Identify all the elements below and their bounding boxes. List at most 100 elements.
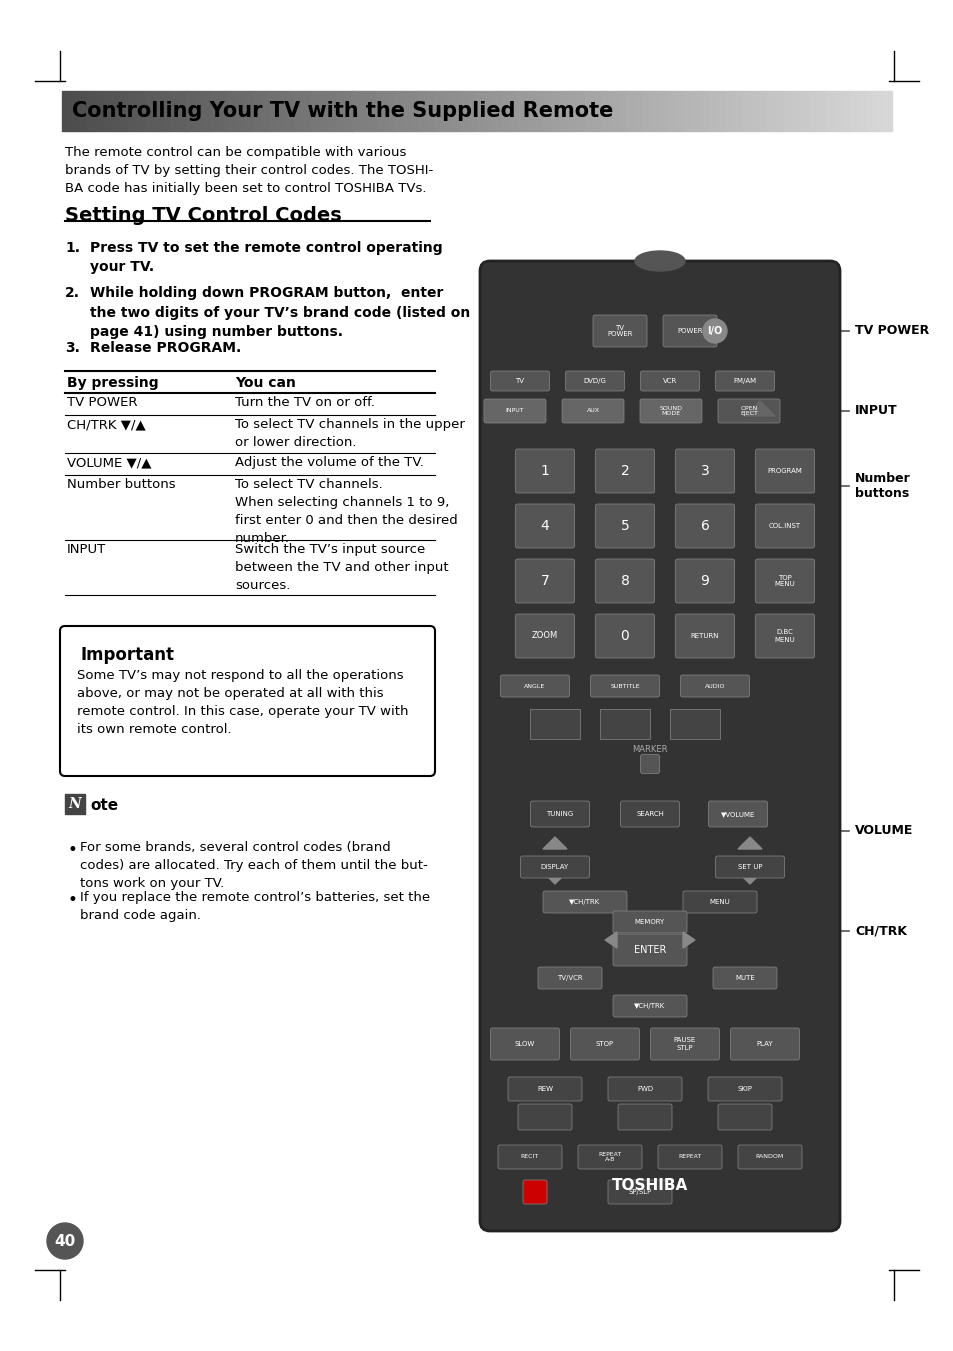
Bar xyxy=(535,91,543,131)
Bar xyxy=(294,91,302,131)
Text: 7: 7 xyxy=(540,574,549,588)
Bar xyxy=(269,91,277,131)
Text: For some brands, several control codes (brand
codes) are allocated. Try each of : For some brands, several control codes (… xyxy=(80,842,427,890)
Text: 8: 8 xyxy=(619,574,629,588)
FancyBboxPatch shape xyxy=(593,315,646,347)
Text: The remote control can be compatible with various
brands of TV by setting their : The remote control can be compatible wit… xyxy=(65,146,433,195)
FancyBboxPatch shape xyxy=(755,504,814,549)
Bar xyxy=(244,91,253,131)
Bar xyxy=(87,91,95,131)
FancyBboxPatch shape xyxy=(490,372,549,390)
Text: I/O: I/O xyxy=(706,326,721,336)
Bar xyxy=(460,91,468,131)
Bar xyxy=(319,91,327,131)
Text: FWD: FWD xyxy=(637,1086,653,1092)
Bar xyxy=(717,91,725,131)
Bar xyxy=(568,91,576,131)
Text: SLOW: SLOW xyxy=(515,1042,535,1047)
Text: COL.INST: COL.INST xyxy=(768,523,801,530)
FancyBboxPatch shape xyxy=(738,1146,801,1169)
FancyBboxPatch shape xyxy=(639,399,701,423)
Bar xyxy=(335,91,344,131)
Text: To select TV channels.
When selecting channels 1 to 9,
first enter 0 and then th: To select TV channels. When selecting ch… xyxy=(234,478,457,544)
Bar xyxy=(875,91,882,131)
FancyBboxPatch shape xyxy=(708,801,767,827)
Text: ote: ote xyxy=(90,798,118,813)
Text: Release PROGRAM.: Release PROGRAM. xyxy=(90,340,241,355)
Bar xyxy=(700,91,709,131)
Bar xyxy=(360,91,369,131)
Text: 1.: 1. xyxy=(65,240,80,255)
Bar xyxy=(882,91,891,131)
Text: 1: 1 xyxy=(540,463,549,478)
Text: RANDOM: RANDOM xyxy=(755,1155,783,1159)
Bar xyxy=(841,91,850,131)
FancyBboxPatch shape xyxy=(578,1146,641,1169)
Text: ▼CH/TRK: ▼CH/TRK xyxy=(634,1002,665,1009)
Text: DISPLAY: DISPLAY xyxy=(540,865,569,870)
Bar xyxy=(800,91,808,131)
Bar xyxy=(443,91,452,131)
FancyBboxPatch shape xyxy=(507,1077,581,1101)
Bar xyxy=(759,91,767,131)
Bar xyxy=(327,91,335,131)
Bar xyxy=(277,91,286,131)
Bar xyxy=(626,91,634,131)
Text: FM/AM: FM/AM xyxy=(733,378,756,384)
Bar xyxy=(476,91,485,131)
Text: 4: 4 xyxy=(540,519,549,534)
Text: N: N xyxy=(69,797,81,811)
Bar xyxy=(153,91,161,131)
Text: RETURN: RETURN xyxy=(690,634,719,639)
Bar xyxy=(394,91,402,131)
Text: INPUT: INPUT xyxy=(821,404,897,417)
Bar xyxy=(145,91,153,131)
FancyBboxPatch shape xyxy=(607,1077,681,1101)
FancyBboxPatch shape xyxy=(715,857,783,878)
Ellipse shape xyxy=(635,251,684,272)
FancyBboxPatch shape xyxy=(515,613,574,658)
FancyBboxPatch shape xyxy=(613,934,686,966)
Polygon shape xyxy=(738,838,761,848)
Bar xyxy=(212,91,219,131)
Bar xyxy=(78,91,87,131)
Bar xyxy=(435,91,443,131)
Circle shape xyxy=(702,319,726,343)
Text: While holding down PROGRAM button,  enter
the two digits of your TV’s brand code: While holding down PROGRAM button, enter… xyxy=(90,286,470,339)
Polygon shape xyxy=(604,932,617,948)
Text: 0: 0 xyxy=(620,630,629,643)
Text: SOUND
MODE: SOUND MODE xyxy=(659,405,681,416)
Text: Number buttons: Number buttons xyxy=(67,478,175,490)
Text: 2.: 2. xyxy=(65,286,80,300)
Text: Press TV to set the remote control operating
your TV.: Press TV to set the remote control opera… xyxy=(90,240,442,274)
Text: MENU: MENU xyxy=(709,898,730,905)
Text: POWER: POWER xyxy=(677,328,702,334)
FancyBboxPatch shape xyxy=(590,676,659,697)
FancyBboxPatch shape xyxy=(542,892,626,913)
FancyBboxPatch shape xyxy=(675,504,734,549)
Text: 5: 5 xyxy=(620,519,629,534)
FancyBboxPatch shape xyxy=(712,967,776,989)
Text: VCR: VCR xyxy=(662,378,677,384)
Text: TOP
MENU: TOP MENU xyxy=(774,574,795,588)
Text: Number
buttons: Number buttons xyxy=(821,471,910,500)
Text: ▼VOLUME: ▼VOLUME xyxy=(720,811,755,817)
Polygon shape xyxy=(744,401,774,416)
Text: Adjust the volume of the TV.: Adjust the volume of the TV. xyxy=(234,457,423,469)
Text: Turn the TV on or off.: Turn the TV on or off. xyxy=(234,396,375,409)
FancyBboxPatch shape xyxy=(718,399,780,423)
Bar xyxy=(601,91,609,131)
Bar xyxy=(518,91,526,131)
Bar xyxy=(783,91,792,131)
Polygon shape xyxy=(542,838,566,848)
Text: ZOOM: ZOOM xyxy=(532,631,558,640)
Text: SET UP: SET UP xyxy=(737,865,761,870)
Bar xyxy=(253,91,261,131)
Text: AUDIO: AUDIO xyxy=(704,684,724,689)
Bar xyxy=(485,91,493,131)
Text: PAUSE
STLP: PAUSE STLP xyxy=(673,1038,696,1051)
FancyBboxPatch shape xyxy=(675,613,734,658)
Text: 3: 3 xyxy=(700,463,709,478)
Text: TV POWER: TV POWER xyxy=(67,396,137,409)
FancyBboxPatch shape xyxy=(595,613,654,658)
